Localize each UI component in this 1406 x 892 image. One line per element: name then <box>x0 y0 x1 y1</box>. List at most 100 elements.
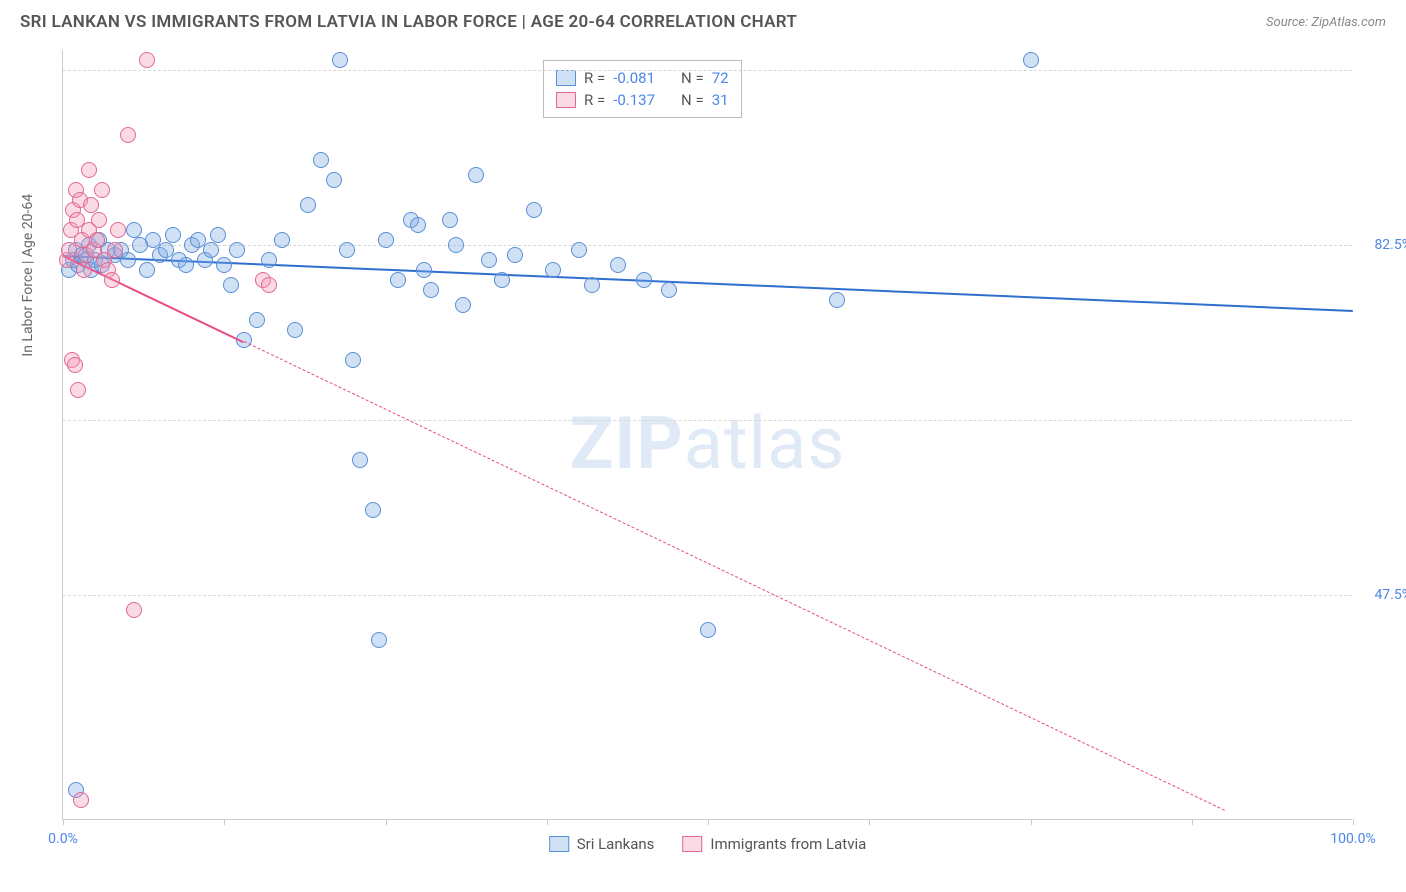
x-tick <box>1353 819 1354 825</box>
data-point <box>126 222 142 238</box>
data-point <box>481 252 497 268</box>
r-value: -0.081 <box>613 69 655 87</box>
data-point <box>229 242 245 258</box>
data-point <box>352 452 368 468</box>
r-value: -0.137 <box>613 91 655 109</box>
data-point <box>67 357 83 373</box>
data-point <box>345 352 361 368</box>
data-point <box>636 272 652 288</box>
source-attribution: Source: ZipAtlas.com <box>1266 15 1386 30</box>
data-point <box>83 197 99 213</box>
gridline <box>63 70 1352 71</box>
gridline <box>63 245 1352 246</box>
data-point <box>274 232 290 248</box>
x-tick <box>547 819 548 825</box>
legend-stats: R = -0.081 N = 72 R = -0.137 N = 31 <box>543 60 742 118</box>
data-point <box>448 237 464 253</box>
legend-series-item: Immigrants from Latvia <box>682 835 866 853</box>
trend-line <box>243 341 1224 811</box>
x-tick <box>224 819 225 825</box>
data-point <box>416 262 432 278</box>
y-tick-label: 47.5% <box>1374 587 1406 603</box>
n-label: N = <box>681 91 704 109</box>
gridline <box>63 420 1352 421</box>
data-point <box>287 322 303 338</box>
data-point <box>455 297 471 313</box>
correlation-chart: ZIPatlas R =-0.081N =72R =-0.137N =31 Sr… <box>62 50 1352 820</box>
data-point <box>70 382 86 398</box>
legend-series: Sri Lankans Immigrants from Latvia <box>549 835 867 853</box>
data-point <box>94 182 110 198</box>
data-point <box>442 212 458 228</box>
y-tick-label: 82.5% <box>1374 237 1406 253</box>
data-point <box>545 262 561 278</box>
data-point <box>700 622 716 638</box>
data-point <box>300 197 316 213</box>
watermark: ZIPatlas <box>570 401 846 486</box>
data-point <box>91 212 107 228</box>
data-point <box>468 167 484 183</box>
data-point <box>249 312 265 328</box>
legend-swatch <box>682 836 702 852</box>
data-point <box>126 602 142 618</box>
x-tick-label: 0.0% <box>48 831 78 847</box>
x-tick <box>708 819 709 825</box>
data-point <box>610 257 626 273</box>
data-point <box>571 242 587 258</box>
data-point <box>365 502 381 518</box>
x-tick <box>386 819 387 825</box>
data-point <box>120 252 136 268</box>
data-point <box>332 52 348 68</box>
data-point <box>178 257 194 273</box>
data-point <box>410 217 426 233</box>
data-point <box>326 172 342 188</box>
data-point <box>165 227 181 243</box>
data-point <box>107 242 123 258</box>
data-point <box>261 277 277 293</box>
r-label: R = <box>584 91 605 109</box>
n-label: N = <box>681 69 704 87</box>
x-tick <box>869 819 870 825</box>
legend-series-label: Sri Lankans <box>577 835 655 853</box>
n-value: 31 <box>712 91 729 109</box>
data-point <box>89 232 105 248</box>
gridline <box>63 595 1352 596</box>
x-tick <box>63 819 64 825</box>
legend-stat-row: R = -0.137 N = 31 <box>556 89 729 111</box>
r-label: R = <box>584 69 605 87</box>
data-point <box>139 262 155 278</box>
legend-swatch <box>549 836 569 852</box>
data-point <box>390 272 406 288</box>
data-point <box>76 262 92 278</box>
legend-series-label: Immigrants from Latvia <box>710 835 866 853</box>
x-tick <box>1192 819 1193 825</box>
data-point <box>1023 52 1039 68</box>
data-point <box>104 272 120 288</box>
data-point <box>829 292 845 308</box>
n-value: 72 <box>712 69 729 87</box>
data-point <box>210 227 226 243</box>
legend-series-item: Sri Lankans <box>549 835 655 853</box>
data-point <box>203 242 219 258</box>
data-point <box>120 127 136 143</box>
data-point <box>507 247 523 263</box>
page-title: SRI LANKAN VS IMMIGRANTS FROM LATVIA IN … <box>20 12 797 32</box>
data-point <box>371 632 387 648</box>
data-point <box>110 222 126 238</box>
x-tick-label: 100.0% <box>1330 831 1375 847</box>
data-point <box>526 202 542 218</box>
data-point <box>73 792 89 808</box>
data-point <box>216 257 232 273</box>
data-point <box>223 277 239 293</box>
y-axis-label: In Labor Force | Age 20-64 <box>20 194 36 357</box>
legend-swatch <box>556 92 576 108</box>
legend-swatch <box>556 70 576 86</box>
data-point <box>584 277 600 293</box>
data-point <box>261 252 277 268</box>
x-tick <box>1031 819 1032 825</box>
data-point <box>139 52 155 68</box>
data-point <box>81 162 97 178</box>
data-point <box>494 272 510 288</box>
data-point <box>339 242 355 258</box>
data-point <box>313 152 329 168</box>
